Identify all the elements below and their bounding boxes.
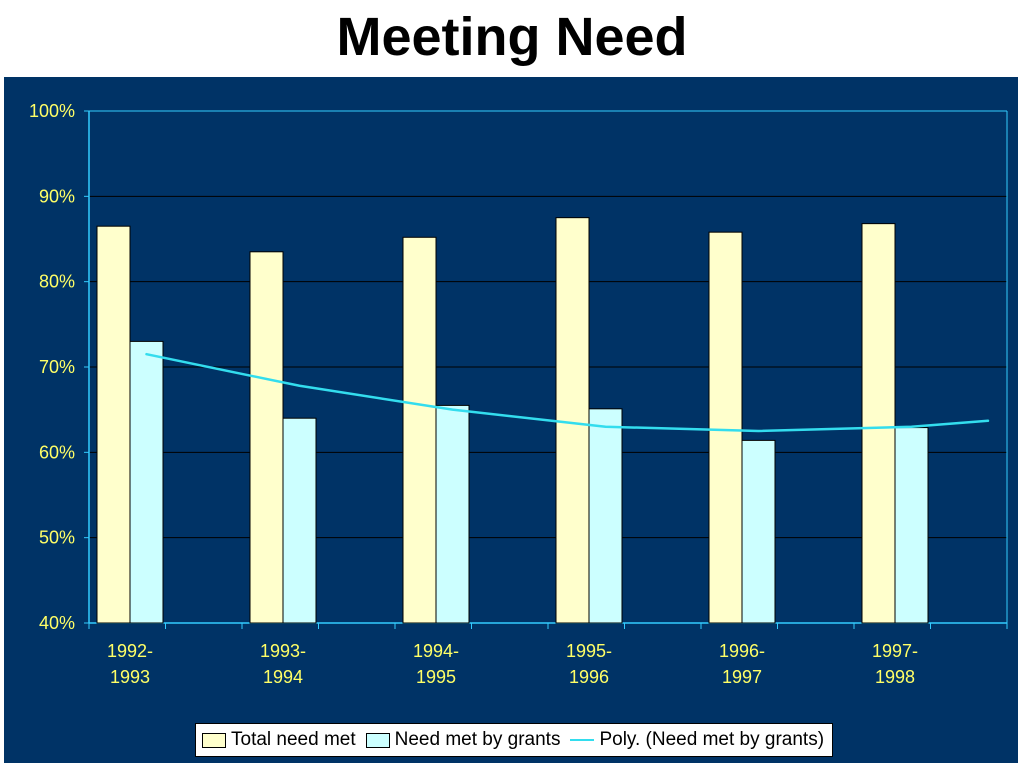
chart-svg: 40% 50% 60% 70% 80% 90% 100% 1992- 1993 1993- 1994… (29, 101, 1008, 687)
x-category-label: 1997 (722, 667, 762, 687)
x-category-label: 1997- (872, 641, 918, 661)
trendline (145, 352, 990, 433)
bar-total-need-met (96, 225, 131, 624)
legend-item-total: Total need met (202, 729, 356, 751)
y-tick-label: 40% (39, 613, 75, 633)
x-category-label: 1998 (875, 667, 915, 687)
x-category-label: 1996 (569, 667, 609, 687)
chart-area: 40% 50% 60% 70% 80% 90% 100% 1992- 1993 1993- 1994… (4, 77, 1018, 763)
bar-need-met-by-grants (588, 408, 623, 624)
bar-need-met-by-grants (894, 427, 929, 624)
y-tick-label: 60% (39, 442, 75, 462)
bar-total-need-met (402, 236, 437, 624)
x-category-label: 1992- (107, 641, 153, 661)
bar-total-need-met (249, 251, 284, 624)
x-category-label: 1994- (413, 641, 459, 661)
y-tick-label: 50% (39, 528, 75, 548)
bar-need-met-by-grants (435, 404, 470, 624)
y-tick-label: 90% (39, 186, 75, 206)
x-category-label: 1995- (566, 641, 612, 661)
legend-label-total: Total need met (231, 729, 356, 750)
legend-item-grants: Need met by grants (365, 729, 561, 751)
x-category-label: 1994 (263, 667, 303, 687)
legend-swatch-total (202, 732, 226, 748)
bar-total-need-met (708, 231, 743, 624)
legend-swatch-trend (570, 739, 595, 741)
x-category-label: 1993- (260, 641, 306, 661)
x-category-label: 1995 (416, 667, 456, 687)
x-category-label: 1993 (110, 667, 150, 687)
bar-total-need-met (555, 217, 590, 624)
bar-total-need-met (861, 223, 896, 624)
legend-swatch-grants (365, 732, 390, 748)
y-tick-label: 70% (39, 357, 75, 377)
y-tick-label: 80% (39, 272, 75, 292)
bar-need-met-by-grants (741, 439, 776, 624)
x-category-label: 1996- (719, 641, 765, 661)
legend-item-trend: Poly. (Need met by grants) (570, 729, 824, 751)
y-tick-label: 100% (29, 101, 75, 121)
chart-title: Meeting Need (336, 7, 688, 67)
bar-need-met-by-grants (129, 340, 164, 624)
bar-need-met-by-grants (282, 417, 317, 624)
legend-label-grants: Need met by grants (394, 729, 561, 750)
legend-label-trend: Poly. (Need met by grants) (599, 729, 825, 750)
legend: Total need met Need met by grants Poly. … (195, 723, 834, 757)
